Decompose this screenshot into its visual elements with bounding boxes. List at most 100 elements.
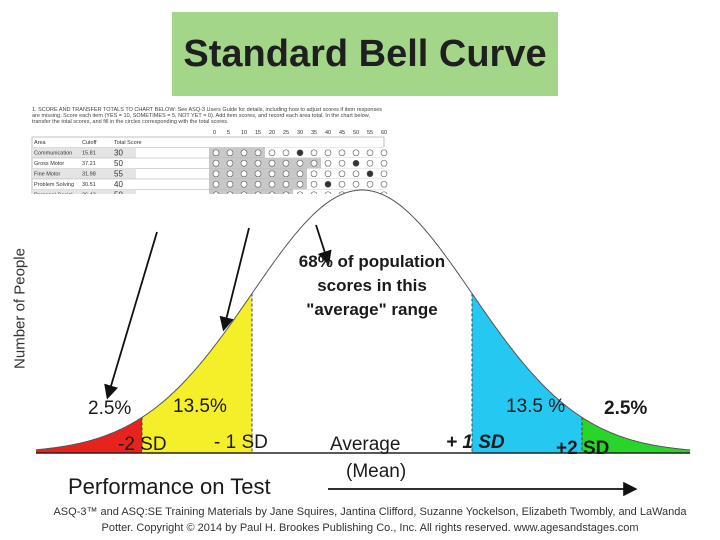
scoresheet-area: Fine Motor bbox=[34, 172, 60, 178]
scoresheet-bubble bbox=[212, 159, 220, 167]
scoresheet-row-shade bbox=[32, 189, 136, 194]
scoresheet-row-shade bbox=[32, 168, 136, 179]
scoresheet-bubble bbox=[254, 170, 262, 178]
scoresheet-bubble bbox=[310, 170, 318, 178]
right-tail-pct: 2.5% bbox=[604, 398, 648, 419]
arrow-to-center bbox=[315, 224, 332, 266]
scoresheet-scale-tick: 40 bbox=[325, 130, 331, 136]
scoresheet-bubble bbox=[268, 159, 276, 167]
scoresheet-bubble bbox=[324, 170, 332, 178]
scoresheet-bubble bbox=[296, 180, 304, 188]
scoresheet-scale-tick: 45 bbox=[339, 130, 345, 136]
right-mid-pct: 13.5 % bbox=[506, 396, 566, 417]
title-banner: Standard Bell Curve bbox=[172, 12, 558, 96]
scoresheet-total: 40 bbox=[114, 180, 123, 189]
left-tail-pct: 2.5% bbox=[88, 398, 132, 419]
asq-scoresheet: 1. SCORE AND TRANSFER TOTALS TO CHART BE… bbox=[28, 104, 394, 194]
scoresheet-bubble bbox=[324, 180, 332, 188]
scoresheet-scale-tick: 25 bbox=[283, 130, 289, 136]
right-tail-region bbox=[582, 417, 690, 453]
scoresheet-bubble bbox=[310, 180, 318, 188]
scoresheet-bubble bbox=[324, 191, 332, 194]
scoresheet-scale-tick: 5 bbox=[227, 130, 230, 136]
scoresheet-bubble bbox=[324, 149, 332, 157]
scoresheet-heading: 1. SCORE AND TRANSFER TOTALS TO CHART BE… bbox=[32, 107, 382, 125]
left-mid-pct: 13.5% bbox=[173, 396, 227, 417]
scoresheet-bubble bbox=[380, 159, 388, 167]
arrow-to-left-mid bbox=[219, 227, 250, 332]
scoresheet-bubble bbox=[226, 159, 234, 167]
scoresheet-bubble bbox=[366, 159, 374, 167]
scoresheet-area: Communication bbox=[34, 151, 72, 157]
scoresheet-scale-tick: 30 bbox=[297, 130, 303, 136]
scoresheet-scale-tick: 55 bbox=[367, 130, 373, 136]
scoresheet-total: 50 bbox=[114, 159, 123, 168]
x-axis-label: Performance on Test bbox=[68, 474, 271, 499]
scoresheet-total: 50 bbox=[114, 191, 123, 195]
mean-label-line1: Average bbox=[330, 434, 401, 455]
scoresheet-total: 55 bbox=[114, 170, 123, 179]
scoresheet-bubble bbox=[268, 191, 276, 194]
scoresheet-total: 30 bbox=[114, 149, 123, 158]
scoresheet-cutoff: 26.43 bbox=[82, 193, 96, 195]
scoresheet-bubble bbox=[282, 170, 290, 178]
scoresheet-bubble bbox=[226, 180, 234, 188]
scoresheet-bubble bbox=[296, 149, 304, 157]
sd-label-minus2: -2 SD bbox=[118, 434, 167, 455]
sd-label-plus2: +2 SD bbox=[556, 438, 610, 459]
scoresheet-bubble bbox=[296, 191, 304, 194]
page-title: Standard Bell Curve bbox=[183, 32, 547, 75]
scoresheet-bubble bbox=[352, 149, 360, 157]
sd-label-minus1: - 1 SD bbox=[214, 432, 268, 453]
sd-label-plus1: + 1 SD bbox=[446, 432, 505, 453]
scoresheet-bubble bbox=[240, 180, 248, 188]
scoresheet-bubble bbox=[226, 170, 234, 178]
scoresheet-bubble bbox=[212, 180, 220, 188]
scoresheet-bubble bbox=[240, 170, 248, 178]
scoresheet-area: Personal-Social bbox=[34, 193, 73, 195]
scoresheet-bubble bbox=[226, 149, 234, 157]
scoresheet-bubble bbox=[226, 191, 234, 194]
copyright-footer: ASQ-3™ and ASQ:SE Training Materials by … bbox=[53, 506, 687, 534]
scoresheet-cutoff: 31.98 bbox=[82, 172, 96, 178]
scoresheet-bubble bbox=[310, 149, 318, 157]
scoresheet-bubble bbox=[282, 191, 290, 194]
scoresheet-col-header: Cutoff bbox=[82, 140, 97, 146]
scoresheet-bubble bbox=[352, 170, 360, 178]
scoresheet-bubble bbox=[310, 191, 318, 194]
scoresheet-bubble bbox=[352, 159, 360, 167]
scoresheet-scale-tick: 15 bbox=[255, 130, 261, 136]
scoresheet-bubble bbox=[268, 170, 276, 178]
curve-outline bbox=[35, 189, 691, 451]
scoresheet-bubble bbox=[296, 159, 304, 167]
arrow-to-left-tail bbox=[104, 231, 158, 400]
scoresheet-bubble bbox=[380, 191, 388, 194]
scoresheet-bubble bbox=[254, 149, 262, 157]
scoresheet-area: Problem Solving bbox=[34, 182, 74, 188]
scoresheet-bubble bbox=[240, 149, 248, 157]
scoresheet-bubble bbox=[282, 159, 290, 167]
scoresheet-bubble bbox=[380, 170, 388, 178]
scoresheet-bubble bbox=[352, 180, 360, 188]
scoresheet-cutoff: 30.51 bbox=[82, 182, 96, 188]
scoresheet-table: Area Cutoff Total Score 0 5 10 15 20 25 30 35 40 45 5… bbox=[31, 130, 391, 195]
center-region bbox=[252, 190, 472, 453]
left-tail-region bbox=[36, 417, 142, 453]
scoresheet-bubble bbox=[366, 180, 374, 188]
scoresheet-bubble bbox=[212, 149, 220, 157]
scoresheet-bubble bbox=[268, 180, 276, 188]
scoresheet-bubble bbox=[254, 191, 262, 194]
scoresheet-scale-tick: 10 bbox=[241, 130, 247, 136]
scoresheet-col-header: Total Score bbox=[114, 140, 142, 146]
scoresheet-scale-tick: 50 bbox=[353, 130, 359, 136]
scoresheet-bubble bbox=[366, 170, 374, 178]
scoresheet-bubble bbox=[338, 170, 346, 178]
scoresheet-col-header: Area bbox=[34, 140, 47, 146]
scoresheet-cutoff: 37.21 bbox=[82, 161, 96, 167]
scoresheet-bubble bbox=[310, 159, 318, 167]
scoresheet-bubble bbox=[254, 159, 262, 167]
scoresheet-bubble bbox=[338, 180, 346, 188]
scoresheet-bubble bbox=[254, 180, 262, 188]
scoresheet-scale-tick: 20 bbox=[269, 130, 275, 136]
